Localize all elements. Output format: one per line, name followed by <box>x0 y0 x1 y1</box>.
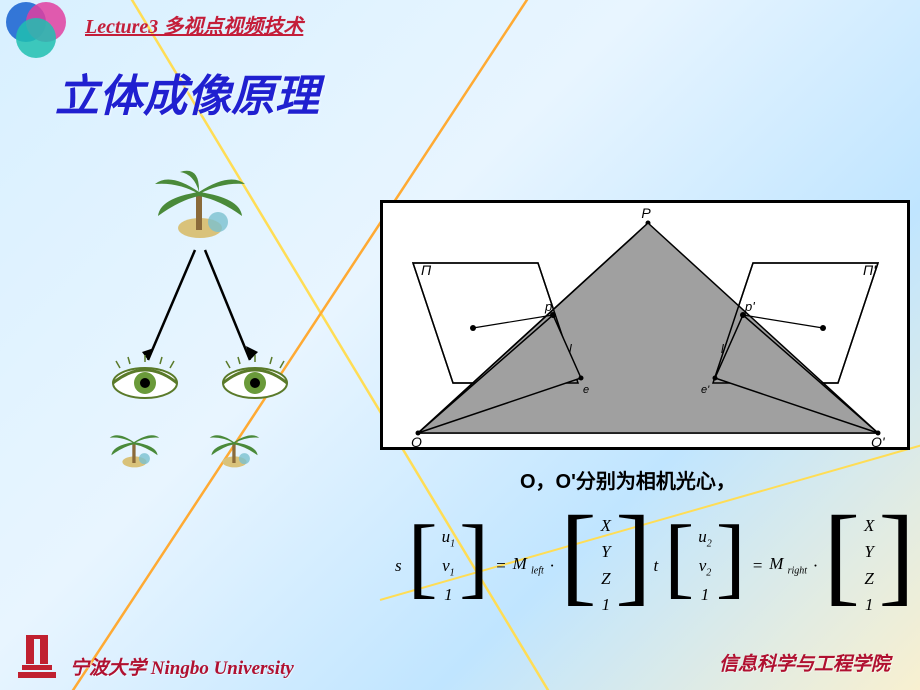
venn-logo-icon <box>4 0 74 60</box>
university-logo-icon <box>12 632 62 682</box>
svg-text:e: e <box>583 384 589 396</box>
page-title: 立体成像原理 <box>55 60 319 124</box>
svg-text:l': l' <box>721 342 727 356</box>
svg-text:e': e' <box>701 384 710 396</box>
svg-text:Π': Π' <box>863 262 877 278</box>
svg-text:l: l <box>569 342 572 356</box>
svg-text:P: P <box>641 205 651 221</box>
svg-text:p: p <box>544 299 552 314</box>
stereo-vision-illustration-icon <box>100 170 310 490</box>
left-equation: s [ u1 v1 1 ] = M left · [ X Y Z 1 ] <box>395 505 652 626</box>
svg-text:p': p' <box>744 299 755 314</box>
diagram-caption: O，O'分别为相机光心， <box>520 465 736 494</box>
svg-text:O: O <box>411 434 422 450</box>
footer-school: 信息科学与工程学院 <box>719 649 890 676</box>
svg-text:Π: Π <box>421 262 432 278</box>
projection-equations: s [ u1 v1 1 ] = M left · [ X Y Z 1 ] t <box>395 505 915 626</box>
footer-university: 宁波大学 Ningbo University <box>70 653 294 680</box>
epipolar-diagram: P p p' O O' Π Π' l l' e e' <box>380 200 910 450</box>
svg-text:O': O' <box>871 434 886 450</box>
right-equation: t [ u2 v2 1 ] = M right · [ X Y Z 1 ] <box>654 505 915 626</box>
lecture-breadcrumb[interactable]: Lecture3 多视点视频技术 <box>85 10 303 39</box>
